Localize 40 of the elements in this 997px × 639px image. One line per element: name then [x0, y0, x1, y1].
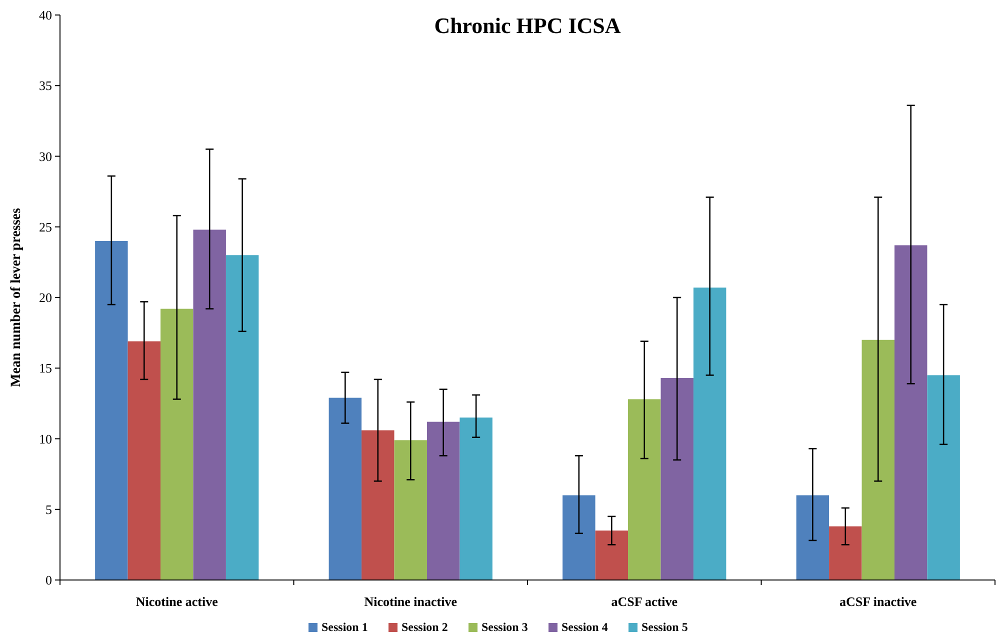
y-tick-label: 20 [39, 290, 52, 306]
x-tick-label: Nicotine inactive [364, 594, 458, 609]
legend-label: Session 1 [322, 620, 368, 634]
y-tick-label: 30 [39, 148, 52, 164]
bar [95, 241, 128, 580]
bar [829, 526, 862, 580]
bar [394, 440, 427, 580]
bar [460, 418, 492, 580]
x-tick-label: aCSF inactive [840, 594, 917, 609]
bar [562, 495, 596, 580]
chart-title: Chronic HPC ICSA [434, 13, 621, 38]
bar [796, 495, 830, 580]
y-tick-label: 5 [46, 502, 52, 517]
bar [595, 530, 628, 580]
legend-label: Session 2 [402, 620, 448, 634]
bar [628, 399, 661, 580]
legend-label: Session 4 [562, 620, 608, 634]
legend-label: Session 3 [482, 620, 528, 634]
bar [193, 230, 226, 580]
legend-label: Session 5 [642, 620, 688, 634]
bar [693, 288, 726, 580]
bar [927, 375, 960, 580]
bar [660, 378, 694, 580]
bar [362, 430, 394, 580]
y-axis-title: Mean number of lever presses [9, 208, 24, 387]
y-tick-label: 10 [39, 431, 52, 446]
bar [128, 341, 161, 580]
y-tick-label: 35 [39, 78, 52, 94]
y-tick-label: 15 [39, 360, 52, 376]
bar [894, 245, 928, 580]
bar [862, 340, 894, 580]
y-tick-label: 0 [46, 572, 52, 588]
bar [426, 422, 460, 580]
x-tick-label: Nicotine active [136, 594, 218, 609]
x-tick-label: aCSF active [611, 594, 678, 609]
bar [160, 308, 194, 580]
y-tick-label: 25 [39, 219, 52, 234]
bar [226, 255, 259, 580]
y-tick-label: 40 [39, 8, 52, 23]
bar [328, 398, 362, 580]
